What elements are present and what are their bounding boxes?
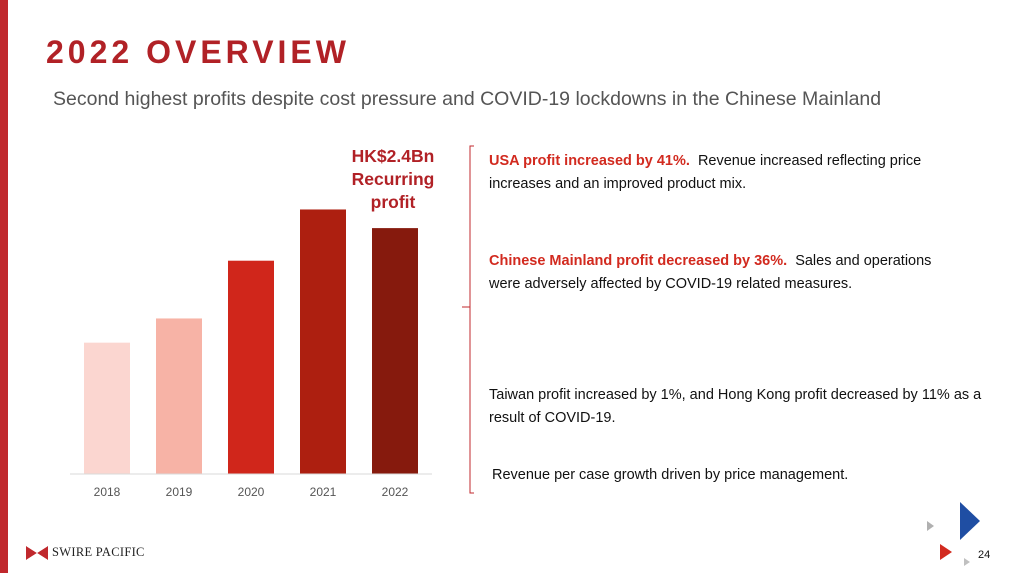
callout-label-profit: profit (370, 192, 416, 212)
bar-2022 (372, 228, 418, 474)
point-revenue-per-case: Revenue per case growth driven by price … (492, 464, 972, 487)
bar-2021 (300, 209, 346, 474)
x-tick-label-2020: 2020 (238, 485, 265, 499)
points-bracket (462, 145, 474, 494)
x-tick-label-2022: 2022 (382, 485, 409, 499)
recurring-profit-callout: HK$2.4Bn Recurring profit (333, 145, 453, 214)
point-taiwan-hong-kong-text: Taiwan profit increased by 1%, and Hong … (489, 387, 982, 426)
page-number: 24 (978, 549, 991, 561)
callout-amount: HK$2.4Bn (351, 146, 435, 166)
point-usa-text: Revenue increased reflecting price incre… (489, 153, 922, 192)
point-taiwan-hong-kong: Taiwan profit increased by 1%, and Hong … (489, 384, 989, 430)
point-usa-highlight: USA profit increased by 41%. (489, 153, 690, 169)
x-tick-label-2018: 2018 (94, 485, 121, 499)
slide-title: 2022 OVERVIEW (46, 34, 350, 70)
point-chinese-mainland-highlight: Chinese Mainland profit decreased by 36%… (489, 253, 788, 269)
slide-subtitle: Second highest profits despite cost pres… (53, 88, 882, 110)
left-accent-bar (0, 0, 8, 573)
x-tick-label-2021: 2021 (310, 485, 337, 499)
bar-2019 (156, 318, 202, 474)
bar-2018 (84, 342, 130, 474)
point-usa: USA profit increased by 41%. Revenue inc… (489, 150, 969, 196)
point-revenue-per-case-text: Revenue per case growth driven by price … (492, 467, 849, 483)
brand-name: SWIRE PACIFIC (52, 545, 145, 559)
swire-flag-icon (26, 545, 48, 560)
profit-bar-chart: 2018 2019 2020 2021 2022 (70, 209, 432, 499)
point-chinese-mainland-text: Sales and operations were adversely affe… (489, 253, 932, 292)
bar-2020 (228, 260, 274, 474)
x-tick-label-2019: 2019 (166, 485, 193, 499)
corner-chevrons-decoration (927, 502, 980, 566)
company-logo: SWIRE PACIFIC (26, 545, 145, 560)
callout-label-recurring: Recurring (351, 169, 435, 189)
point-chinese-mainland: Chinese Mainland profit decreased by 36%… (489, 250, 939, 296)
